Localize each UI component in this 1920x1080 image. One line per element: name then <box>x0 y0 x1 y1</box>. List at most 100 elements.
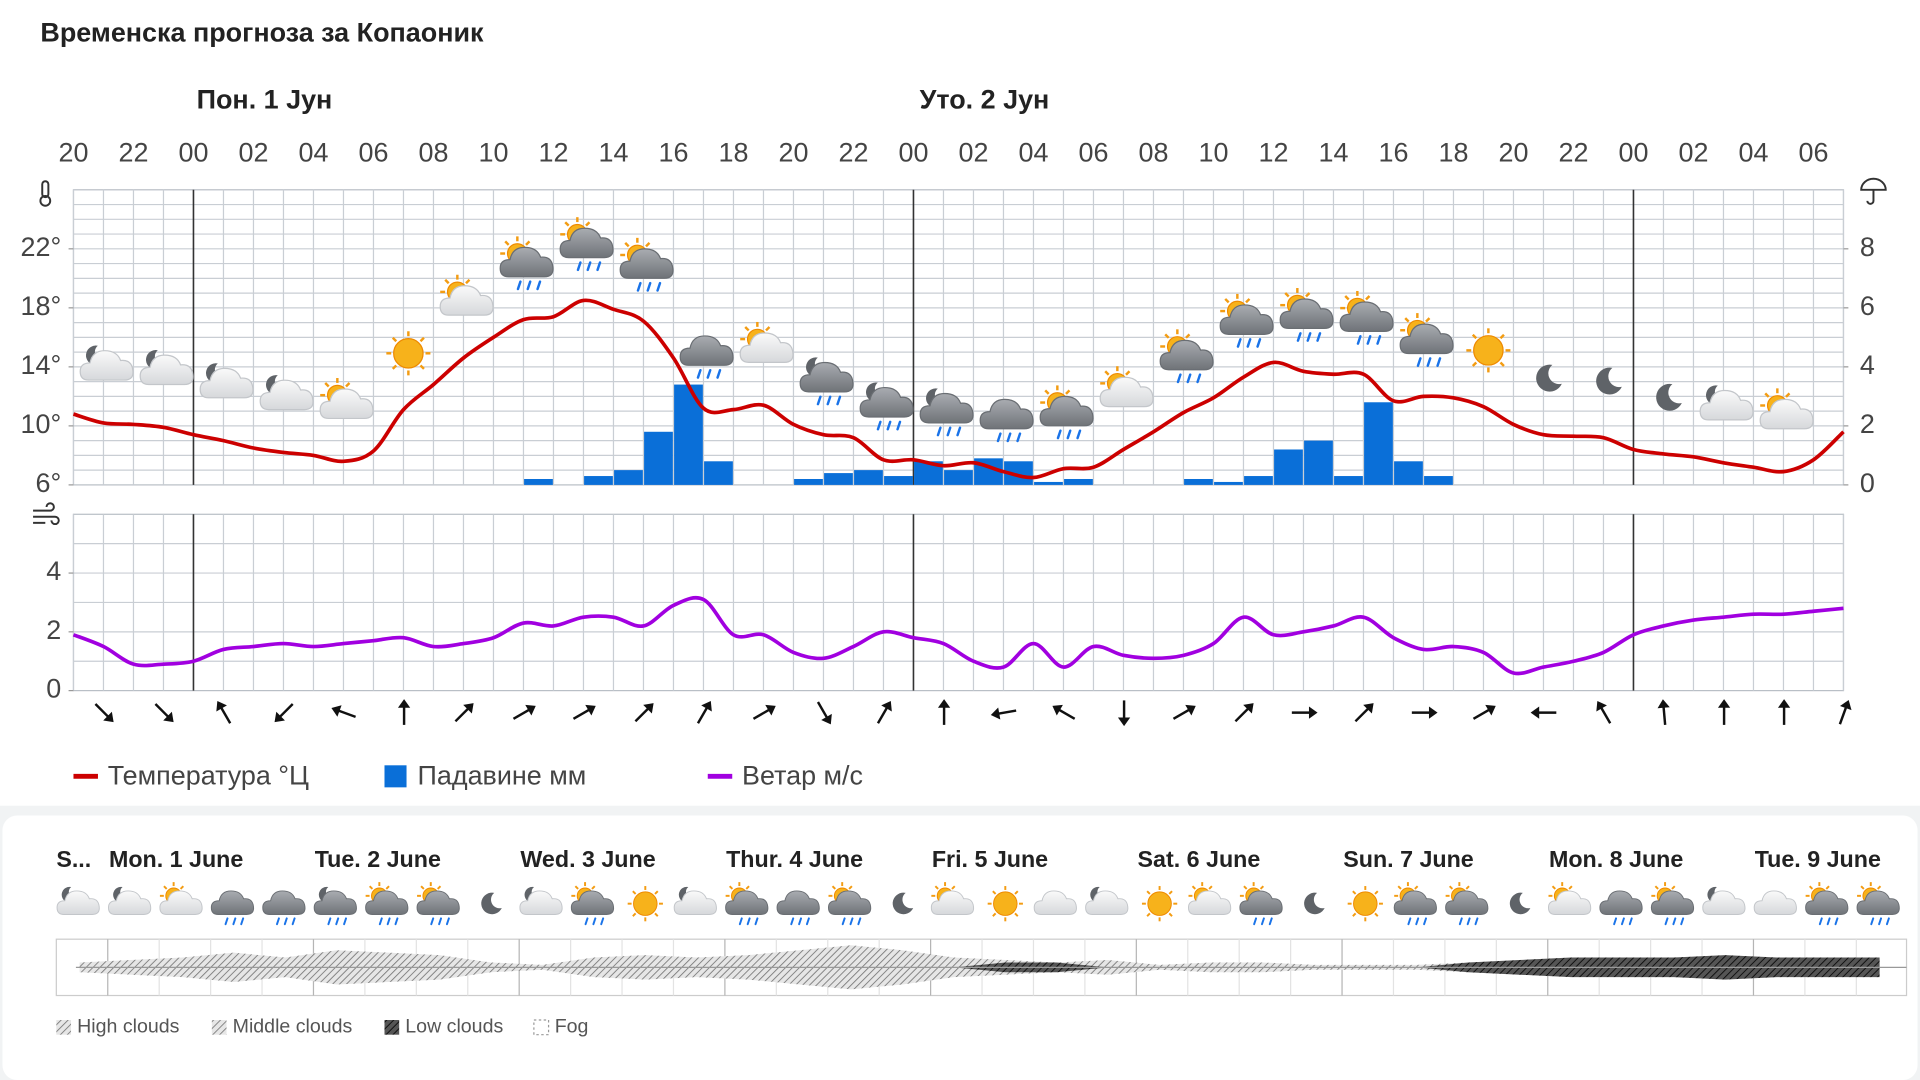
cloud <box>979 398 1034 430</box>
precip-bar <box>1394 461 1423 485</box>
cloud <box>1187 890 1232 915</box>
wind-arrow <box>512 704 536 720</box>
y-tick-label: 0 <box>46 674 61 704</box>
hour-label: 08 <box>1138 137 1168 167</box>
rain-drop <box>516 280 522 291</box>
weather-icon <box>1219 293 1274 348</box>
sun-ray <box>1448 885 1454 890</box>
overview-day: Sat. 6 June <box>1138 846 1261 872</box>
rain-drop <box>1436 357 1442 367</box>
weather-icon <box>259 375 314 411</box>
rain-drop <box>1826 917 1831 926</box>
sun-ray <box>1425 317 1431 323</box>
rain-drop <box>430 917 435 926</box>
weather-icon <box>987 886 1023 922</box>
sun-ray <box>419 336 425 343</box>
weather-icon <box>1599 890 1643 926</box>
cloud <box>79 350 134 381</box>
wind-arrow <box>454 703 474 723</box>
sun-ray <box>744 326 750 332</box>
hour-label: 12 <box>538 137 568 167</box>
sun-ray <box>163 885 168 890</box>
rain-drop <box>1680 917 1685 926</box>
overview-day: S... <box>56 846 91 872</box>
sun-ray <box>1808 885 1814 890</box>
weather-icon <box>1547 882 1592 915</box>
sun-ray <box>1860 885 1865 890</box>
arrow-head <box>331 705 342 717</box>
sun-ray <box>525 240 531 246</box>
arrow-head <box>1777 699 1791 708</box>
precip-bar <box>1184 478 1213 485</box>
wind-arrow <box>1472 704 1496 720</box>
weather-icon <box>319 378 374 420</box>
sun-ray <box>848 885 853 890</box>
rain-drop <box>445 917 450 926</box>
sun-ray <box>632 912 637 917</box>
sun-ray <box>1414 885 1419 890</box>
rain-drop <box>706 368 712 379</box>
cloud <box>1099 376 1154 408</box>
rain-drop <box>586 261 592 272</box>
arrow-head <box>463 703 474 714</box>
weather-icon <box>725 882 769 926</box>
arrow-head <box>163 711 174 723</box>
sun-ray <box>728 885 734 890</box>
weather-icon <box>1699 385 1754 421</box>
weather-icon <box>199 363 254 399</box>
wind-arrow <box>274 703 294 723</box>
weather-icon <box>262 890 306 926</box>
sun-ray <box>654 890 659 895</box>
arrow-head <box>1840 699 1852 711</box>
wind-arrow <box>1052 704 1076 720</box>
rain-drop <box>1016 432 1022 443</box>
cloud <box>319 388 374 420</box>
weather-icon <box>1085 886 1129 915</box>
rain-drop <box>1176 373 1182 384</box>
hour-label: 02 <box>958 137 988 167</box>
cloud <box>313 890 357 915</box>
sun <box>633 891 658 916</box>
hour-label: 12 <box>1258 137 1288 167</box>
cloud <box>930 890 975 915</box>
rain-drop <box>283 917 288 926</box>
rain-drop <box>1620 917 1625 926</box>
sun <box>993 891 1018 916</box>
sun-ray <box>1365 295 1371 301</box>
sun-ray <box>1654 885 1659 890</box>
wind-arrow <box>937 699 951 725</box>
wind-arrow <box>1838 699 1852 725</box>
moon <box>1304 892 1325 915</box>
hour-label: 16 <box>658 137 688 167</box>
arrow-head <box>1363 703 1374 714</box>
sun-ray <box>1146 912 1151 917</box>
sun-ray <box>1825 885 1830 890</box>
hour-label: 16 <box>1378 137 1408 167</box>
weather-icon <box>439 274 494 316</box>
rain-drop <box>386 917 391 926</box>
cloud <box>262 890 306 915</box>
cloud <box>799 361 854 393</box>
weather-icon <box>1099 366 1154 408</box>
hour-label: 00 <box>1618 137 1648 167</box>
sun-ray <box>1164 333 1170 339</box>
cloud <box>827 890 872 915</box>
rain-drop <box>956 426 962 437</box>
cloud <box>673 890 717 915</box>
wind-arrow <box>876 700 892 724</box>
sun-ray <box>1499 361 1505 367</box>
rain-drop <box>1458 917 1463 926</box>
y-tick-label: 2 <box>46 615 61 645</box>
rain-drop <box>746 917 751 926</box>
rain-drop <box>1416 357 1422 367</box>
wind-arrow <box>634 703 654 723</box>
rain-drop <box>1268 917 1273 926</box>
cloud <box>199 367 254 399</box>
cloud <box>739 332 794 363</box>
weather-icon <box>627 886 663 922</box>
hour-label: 22 <box>838 137 868 167</box>
sun-ray <box>1352 890 1357 895</box>
rain-drop <box>1672 917 1677 926</box>
rain-drop <box>716 368 722 379</box>
wind-arrow <box>572 704 596 720</box>
